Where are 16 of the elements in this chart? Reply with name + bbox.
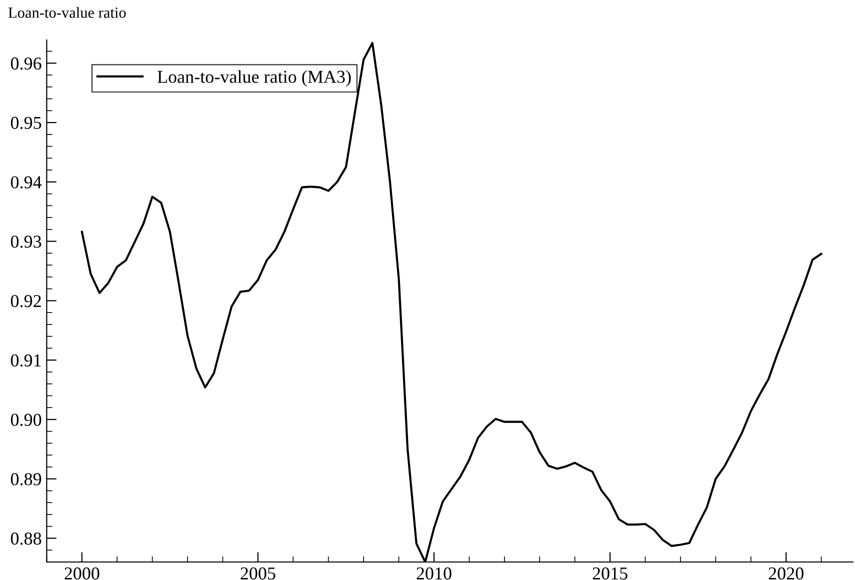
x-tick-label: 2005 <box>240 567 276 580</box>
y-tick-label: 0.91 <box>10 354 41 367</box>
y-tick-label: 0.89 <box>10 473 42 486</box>
y-tick-label: 0.94 <box>10 176 42 188</box>
y-tick-label: 0.95 <box>10 116 42 130</box>
y-tick-label: 0.88 <box>10 532 42 545</box>
x-tick-label: 2015 <box>592 567 628 580</box>
x-tick-label: 2010 <box>416 567 452 580</box>
y-tick-label: 0.93 <box>10 236 42 248</box>
legend-label: Loan-to-value ratio (MA3) <box>158 70 351 87</box>
y-tick-label: 0.90 <box>10 414 42 426</box>
y-tick-label: 0.96 <box>10 57 42 70</box>
y-tick-label: 0.92 <box>10 294 41 308</box>
y-axis-title: Loan-to-value ratio <box>8 7 126 18</box>
x-tick-label: 2000 <box>64 567 100 580</box>
x-tick-label: 2020 <box>768 567 804 580</box>
